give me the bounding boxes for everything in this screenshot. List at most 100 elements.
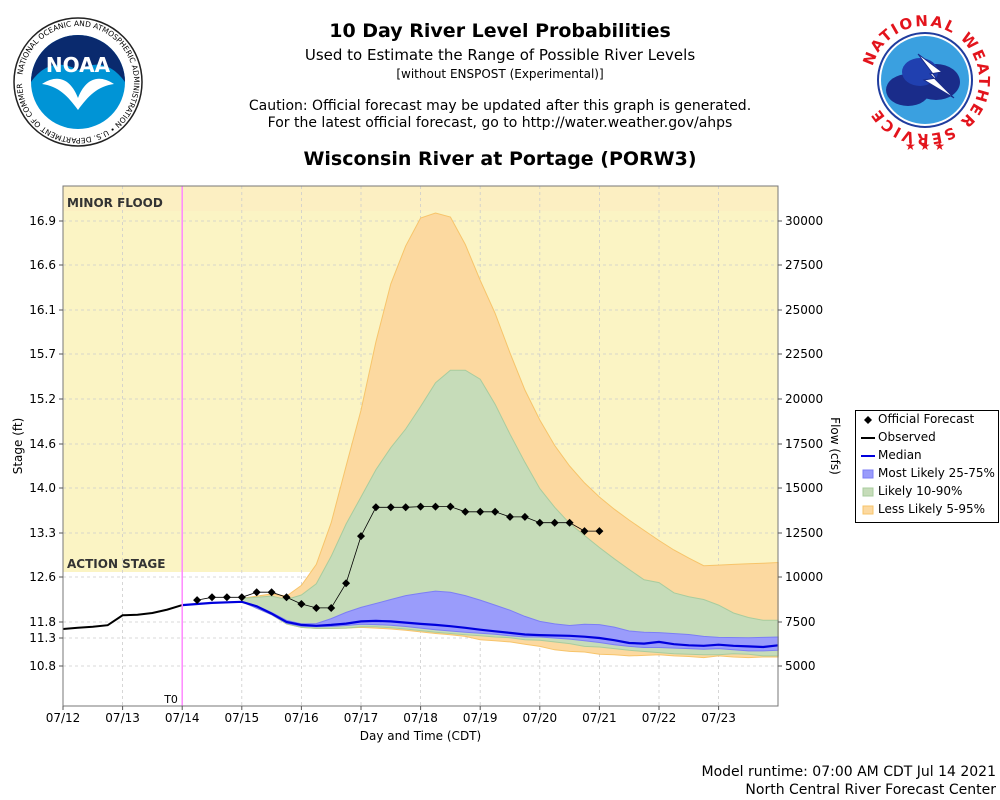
official-forecast-point [297, 600, 306, 608]
official-forecast-point [312, 603, 321, 612]
flow-tick-label: 15000 [785, 481, 823, 495]
official-forecast-line [197, 506, 600, 609]
x-tick-label: 07/22 [642, 711, 677, 725]
x-tick-label: 07/23 [701, 711, 736, 725]
y-tick-label: 16.9 [29, 214, 56, 228]
model-runtime: Model runtime: 07:00 AM CDT Jul 14 2021 [701, 764, 996, 780]
official-forecast-point [520, 512, 529, 521]
official-forecast-point [565, 518, 574, 527]
official-forecast-point [580, 527, 589, 536]
official-forecast-point [222, 593, 231, 602]
caution-line-1: Caution: Official forecast may be update… [248, 98, 752, 114]
x-tick-label: 07/15 [225, 711, 260, 725]
y-tick-label: 16.6 [29, 258, 56, 272]
flow-tick-label: 27500 [785, 258, 823, 272]
legend-item-observed: Observed [856, 429, 998, 447]
official-forecast-point [237, 593, 246, 602]
x-tick-label: 07/12 [46, 711, 81, 725]
y-tick-label: 11.8 [29, 615, 56, 629]
y-tick-label: 14.0 [29, 481, 56, 495]
x-tick-label: 07/17 [344, 711, 379, 725]
legend-label: Likely 10-90% [878, 484, 963, 498]
x-tick-label: 07/20 [523, 711, 558, 725]
flow-tick-label: 12500 [785, 526, 823, 540]
legend-item-official: Official Forecast [856, 411, 998, 429]
x-tick-label: 07/21 [582, 711, 617, 725]
median-line-symbol [861, 455, 875, 457]
flow-tick-label: 5000 [785, 659, 816, 673]
observed-line-symbol [861, 437, 875, 439]
legend-item-5-95: Less Likely 5-95% [856, 501, 998, 519]
x-tick-label: 07/14 [165, 711, 200, 725]
official-forecast-point [506, 512, 514, 521]
legend-label: Official Forecast [878, 412, 975, 426]
y-tick-label: 10.8 [29, 659, 56, 673]
official-forecast-point [386, 503, 395, 512]
flow-tick-label: 7500 [785, 615, 816, 629]
official-forecast-point [550, 518, 559, 527]
nws-stars: ★ ★ ★ [905, 139, 945, 153]
legend-label: Less Likely 5-95% [878, 502, 985, 516]
official-forecast-point [208, 593, 216, 602]
official-forecast-point [431, 502, 440, 511]
x-tick-label: 07/18 [403, 711, 438, 725]
official-forecast-point [267, 588, 276, 597]
official-forecast-point [327, 603, 336, 612]
official-forecast-point [476, 507, 485, 516]
minor-flood-label: MINOR FLOOD [67, 196, 163, 210]
chart-title: 10 Day River Level Probabilities [329, 20, 671, 42]
band-10-90-symbol [862, 487, 874, 497]
band-25-75-symbol [862, 469, 874, 479]
band-5-95-symbol [862, 505, 874, 515]
flow-tick-label: 10000 [785, 570, 823, 584]
official-forecast-point [491, 507, 500, 516]
official-forecast-point [342, 579, 351, 588]
y-axis-title: Stage (ft) [11, 418, 25, 475]
legend-label: Median [878, 448, 922, 462]
flow-tick-label: 30000 [785, 214, 823, 228]
y-tick-label: 14.6 [29, 437, 56, 451]
chart-subtitle-experimental: [without ENSPOST (Experimental)] [396, 67, 604, 81]
y-tick-label: 16.1 [29, 303, 56, 317]
official-forecast-point [446, 502, 455, 511]
official-forecast-point [535, 518, 544, 527]
caution-line-2: For the latest official forecast, go to … [267, 115, 733, 131]
noaa-logo: NOAA NATIONAL OCEANIC AND ATMOSPHERIC AD… [9, 5, 144, 161]
forecast-center: North Central River Forecast Center [745, 782, 996, 798]
x-tick-label: 07/16 [284, 711, 319, 725]
station-title: Wisconsin River at Portage (PORW3) [303, 148, 697, 170]
official-forecast-point [193, 596, 202, 605]
action-stage-label: ACTION STAGE [67, 557, 165, 571]
legend-item-10-90: Likely 10-90% [856, 483, 998, 501]
t0-label: T0 [163, 693, 178, 706]
official-forecast-point [401, 503, 410, 512]
y-tick-label: 15.7 [29, 347, 56, 361]
x-tick-label: 07/13 [105, 711, 140, 725]
y-tick-label: 15.2 [29, 392, 56, 406]
official-forecast-point [357, 532, 365, 541]
y-tick-label: 12.6 [29, 570, 56, 584]
flow-tick-label: 25000 [785, 303, 823, 317]
legend-item-median: Median [856, 447, 998, 465]
official-forecast-point [461, 507, 470, 516]
y-tick-label: 13.3 [29, 526, 56, 540]
official-forecast-point [595, 527, 604, 536]
x-axis-title: Day and Time (CDT) [360, 729, 481, 743]
flow-tick-label: 22500 [785, 347, 823, 361]
median-line [182, 600, 779, 649]
official-forecast-point [416, 502, 425, 511]
chart-subtitle: Used to Estimate the Range of Possible R… [304, 46, 696, 64]
legend-label: Observed [878, 430, 936, 444]
nws-logo: NATIONAL WEATHER SERVICE ★ ★ ★ [858, 10, 992, 159]
official-forecast-point [371, 503, 380, 512]
official-forecast-point [282, 593, 291, 602]
noaa-text: NOAA [46, 53, 111, 77]
official-forecast-symbol [864, 416, 872, 424]
official-forecast-point [252, 588, 261, 597]
flow-tick-label: 17500 [785, 437, 823, 451]
flow-tick-label: 20000 [785, 392, 823, 406]
x-tick-label: 07/19 [463, 711, 498, 725]
y-tick-label: 11.3 [29, 631, 56, 645]
observed-line [62, 604, 183, 630]
